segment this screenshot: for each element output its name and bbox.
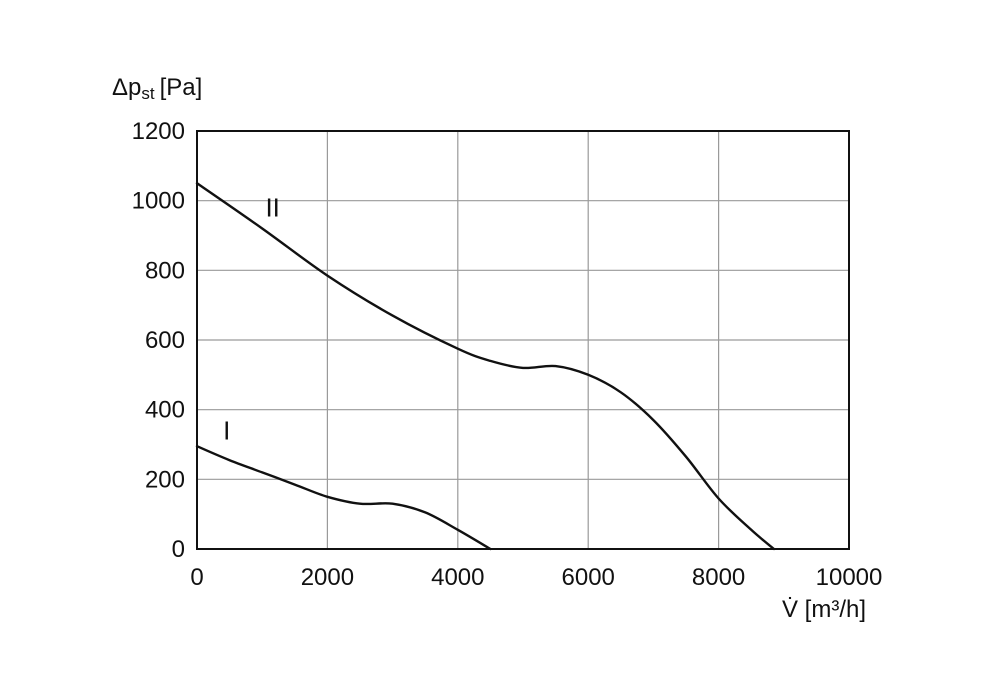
curve-labels: III bbox=[223, 193, 280, 446]
series-label-i: I bbox=[223, 416, 230, 446]
series-layer bbox=[195, 182, 776, 551]
y-tick-labels: 0 200 400 600 800 1000 1200 bbox=[132, 118, 185, 563]
series-label-ii: II bbox=[265, 193, 279, 223]
y-tick-label: 800 bbox=[145, 257, 185, 284]
y-tick-label: 400 bbox=[145, 397, 185, 424]
y-tick-label: 1000 bbox=[132, 188, 185, 215]
y-axis-label: Δpst [Pa] bbox=[112, 74, 202, 103]
x-tick-label: 6000 bbox=[562, 564, 615, 591]
y-axis-label-subscript: st bbox=[141, 84, 155, 103]
x-axis-label: V̇ [m³/h] bbox=[782, 595, 866, 623]
x-tick-label: 2000 bbox=[301, 564, 354, 591]
y-axis-label-symbol: Δp bbox=[112, 74, 141, 101]
x-tick-label: 10000 bbox=[816, 564, 883, 591]
y-tick-label: 1200 bbox=[132, 118, 185, 145]
x-tick-label: 4000 bbox=[431, 564, 484, 591]
grid bbox=[197, 131, 849, 549]
x-tick-labels: 0 2000 4000 6000 8000 10000 bbox=[190, 564, 882, 591]
series-line-ii bbox=[195, 182, 776, 551]
x-tick-label: 8000 bbox=[692, 564, 745, 591]
series-line-i bbox=[195, 445, 492, 551]
y-axis-label-unit: [Pa] bbox=[160, 74, 203, 101]
plot-frame bbox=[196, 130, 850, 550]
y-tick-label: 200 bbox=[145, 466, 185, 493]
x-tick-label: 0 bbox=[190, 564, 203, 591]
y-tick-label: 0 bbox=[172, 536, 185, 563]
y-tick-label: 600 bbox=[145, 327, 185, 354]
